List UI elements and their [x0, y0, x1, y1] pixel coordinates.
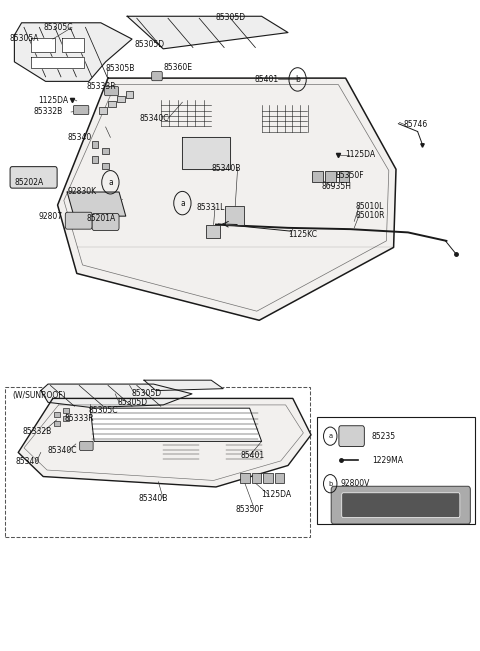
Text: 85202A: 85202A	[14, 178, 44, 187]
Text: 85201A: 85201A	[86, 214, 116, 223]
Polygon shape	[127, 16, 288, 49]
FancyBboxPatch shape	[10, 167, 57, 188]
Bar	[252, 473, 261, 483]
Bar	[275, 473, 284, 483]
Polygon shape	[14, 23, 132, 81]
Text: 85401: 85401	[254, 75, 278, 84]
FancyBboxPatch shape	[65, 212, 92, 229]
Polygon shape	[31, 38, 55, 52]
Bar	[63, 416, 69, 421]
Bar	[339, 171, 349, 182]
Text: 85340C: 85340C	[48, 446, 77, 455]
FancyBboxPatch shape	[92, 214, 119, 230]
Text: 1125DA: 1125DA	[261, 490, 291, 499]
Text: 85340: 85340	[67, 133, 92, 142]
Text: 85401: 85401	[241, 451, 265, 460]
Text: 85333R: 85333R	[86, 82, 116, 91]
Text: 85305C: 85305C	[89, 406, 118, 415]
Text: 85235: 85235	[372, 432, 396, 441]
Bar	[126, 91, 133, 98]
Bar	[108, 101, 116, 107]
Bar	[63, 408, 69, 413]
Text: 85305A: 85305A	[10, 34, 39, 43]
FancyBboxPatch shape	[105, 87, 119, 96]
Text: (W/SUNROOF): (W/SUNROOF)	[12, 391, 66, 400]
Text: 1125DA: 1125DA	[38, 96, 69, 105]
Text: 85340B: 85340B	[138, 494, 168, 503]
Bar	[5, 387, 310, 537]
Text: 85350F: 85350F	[235, 505, 264, 514]
Text: 1125KC: 1125KC	[288, 230, 317, 239]
FancyBboxPatch shape	[342, 493, 460, 518]
Text: 85305D: 85305D	[132, 389, 162, 398]
Text: 92800V: 92800V	[341, 479, 370, 488]
Text: a: a	[180, 199, 185, 208]
Text: 85305D: 85305D	[216, 13, 246, 22]
Bar	[263, 473, 273, 483]
Polygon shape	[58, 78, 396, 320]
Bar	[102, 163, 109, 169]
Polygon shape	[62, 38, 84, 52]
Bar	[317, 417, 475, 524]
FancyBboxPatch shape	[80, 441, 93, 450]
Text: 92830K: 92830K	[67, 187, 96, 196]
Bar	[54, 412, 60, 417]
Bar	[92, 141, 98, 148]
Text: 85332B: 85332B	[34, 107, 63, 117]
Text: 85333R: 85333R	[65, 414, 95, 423]
Text: 85340B: 85340B	[211, 164, 240, 173]
Text: 92807: 92807	[38, 212, 62, 221]
Text: 85746: 85746	[403, 120, 428, 130]
Text: 85305D: 85305D	[118, 398, 148, 407]
Text: 85305C: 85305C	[43, 23, 72, 32]
Text: 85332B: 85332B	[22, 427, 51, 436]
FancyBboxPatch shape	[331, 486, 470, 524]
Text: 85305D: 85305D	[134, 40, 165, 49]
Text: b: b	[328, 480, 332, 487]
Polygon shape	[67, 192, 126, 216]
Text: 1229MA: 1229MA	[372, 456, 403, 465]
Bar	[117, 96, 125, 102]
Text: 86935H: 86935H	[322, 182, 351, 191]
Text: a: a	[108, 178, 113, 187]
Text: a: a	[328, 433, 332, 439]
Text: 85305B: 85305B	[106, 64, 135, 73]
FancyBboxPatch shape	[73, 105, 89, 115]
Bar	[225, 206, 244, 225]
Text: 85360E: 85360E	[163, 63, 192, 72]
Polygon shape	[31, 57, 84, 68]
Text: 85340: 85340	[16, 457, 40, 466]
FancyBboxPatch shape	[152, 72, 162, 81]
Bar	[325, 171, 336, 182]
Text: 85010R: 85010R	[355, 211, 384, 220]
Bar	[206, 225, 220, 238]
Polygon shape	[144, 380, 223, 391]
Bar	[240, 473, 250, 483]
Bar	[92, 156, 98, 163]
FancyBboxPatch shape	[339, 426, 364, 447]
Polygon shape	[41, 384, 192, 408]
Bar	[102, 148, 109, 154]
Bar	[99, 107, 107, 114]
Bar	[54, 421, 60, 426]
Text: b: b	[295, 75, 300, 84]
Polygon shape	[18, 398, 311, 487]
Bar	[312, 171, 323, 182]
Text: 1125DA: 1125DA	[346, 150, 376, 159]
Polygon shape	[182, 137, 230, 169]
Text: 85010L: 85010L	[355, 202, 384, 211]
Polygon shape	[90, 408, 262, 441]
Text: 85350F: 85350F	[336, 171, 365, 180]
Text: 85340C: 85340C	[139, 114, 168, 123]
Text: 85331L: 85331L	[197, 202, 225, 212]
